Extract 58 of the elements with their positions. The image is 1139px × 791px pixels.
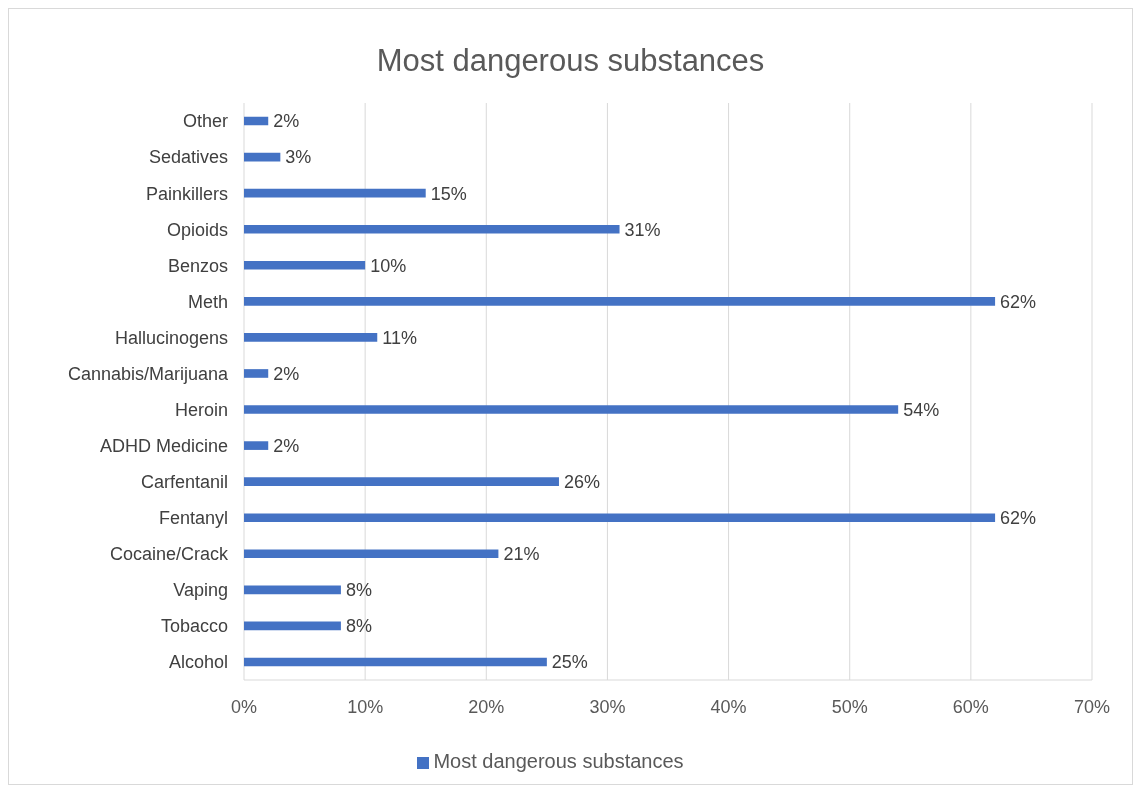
bar — [244, 369, 269, 378]
data-label: 10% — [370, 255, 407, 276]
y-tick-label: Other — [182, 111, 228, 132]
bar — [244, 477, 559, 486]
data-label: 21% — [503, 544, 540, 565]
data-label: 8% — [345, 616, 372, 637]
y-tick-label: Alcohol — [168, 652, 228, 673]
bar — [244, 549, 499, 559]
y-tick-label: Vaping — [173, 580, 228, 601]
bar — [244, 585, 341, 595]
bar — [244, 260, 366, 270]
y-tick-label: Carfentanil — [140, 472, 228, 493]
y-tick-label: Meth — [187, 291, 228, 312]
data-label: 2% — [273, 363, 300, 384]
data-label: 62% — [1000, 508, 1037, 529]
x-tick-label: 10% — [347, 696, 384, 717]
data-label: 2% — [273, 435, 300, 456]
x-tick-label: 20% — [468, 696, 505, 717]
bar — [244, 224, 620, 234]
bar — [244, 297, 996, 306]
bar — [244, 513, 996, 523]
chart-title: Most dangerous substances — [375, 42, 766, 80]
data-label: 8% — [345, 580, 372, 601]
y-tick-label: Opioids — [166, 219, 228, 240]
y-tick-label: Sedatives — [148, 147, 228, 168]
y-tick-label: Benzos — [167, 255, 228, 276]
data-label: 31% — [624, 219, 661, 240]
bar — [244, 621, 341, 631]
y-tick-label: Cocaine/Crack — [109, 544, 229, 565]
x-tick-label: 50% — [831, 696, 868, 717]
y-tick-label: Painkillers — [145, 183, 228, 204]
bar — [244, 152, 281, 162]
y-tick-label: ADHD Medicine — [99, 435, 228, 456]
legend-label: Most dangerous substances — [433, 750, 684, 772]
y-tick-label: Hallucinogens — [114, 327, 228, 348]
bar — [244, 405, 899, 414]
data-label: 54% — [903, 399, 940, 420]
bar — [244, 333, 378, 342]
bar — [244, 116, 269, 126]
x-tick-label: 0% — [230, 696, 258, 717]
data-label: 26% — [563, 472, 600, 493]
y-tick-label: Heroin — [174, 399, 228, 420]
data-label: 2% — [273, 111, 300, 132]
bar — [244, 657, 547, 667]
x-tick-label: 40% — [710, 696, 747, 717]
data-label: 3% — [285, 147, 312, 168]
y-tick-label: Cannabis/Marijuana — [67, 363, 229, 384]
bar — [244, 441, 269, 450]
y-tick-label: Tobacco — [160, 616, 228, 637]
x-tick-label: 60% — [952, 696, 989, 717]
data-label: 11% — [382, 327, 417, 348]
y-tick-label: Fentanyl — [158, 508, 228, 529]
data-label: 15% — [430, 183, 467, 204]
x-tick-label: 30% — [589, 696, 626, 717]
data-label: 25% — [551, 652, 588, 673]
x-tick-label: 70% — [1073, 696, 1111, 717]
data-label: 62% — [1000, 291, 1037, 312]
bar — [244, 188, 426, 198]
